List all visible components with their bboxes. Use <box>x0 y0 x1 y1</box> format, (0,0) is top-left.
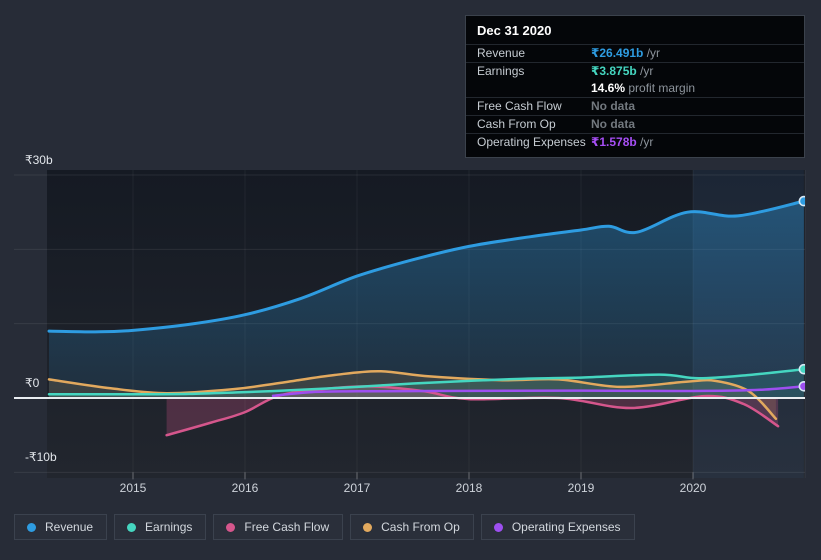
tooltip-margin-value: 14.6% <box>591 81 626 95</box>
tooltip-row-free-cash-flow: Free Cash Flow No data <box>466 97 804 115</box>
legend-item-earnings[interactable]: Earnings <box>114 514 207 540</box>
tooltip-label: Revenue <box>477 46 526 60</box>
y-axis-label-neg10b: -₹10b <box>25 450 57 464</box>
tooltip-row-operating-expenses: Operating Expenses ₹1.578b /yr <box>466 133 804 151</box>
tooltip-label: Operating Expenses <box>477 135 586 149</box>
tooltip-unit: /yr <box>636 64 654 78</box>
cash-from-op-dot-icon <box>363 522 373 532</box>
free-cash-flow-dot-icon <box>226 522 236 532</box>
x-axis-label-2020: 2020 <box>679 481 707 495</box>
tooltip-date: Dec 31 2020 <box>477 23 552 38</box>
chart-tooltip: Dec 31 2020 Revenue ₹26.491b /yr Earning… <box>465 15 805 158</box>
tooltip-unit: /yr <box>636 135 654 149</box>
tooltip-unit: /yr <box>643 46 661 60</box>
tooltip-row-earnings: Earnings ₹3.875b /yr <box>466 62 804 80</box>
x-axis-label-2016: 2016 <box>231 481 259 495</box>
legend-item-cash-from-op[interactable]: Cash From Op <box>350 514 474 540</box>
tooltip-cashop-value: No data <box>591 117 636 131</box>
tooltip-opex-value: ₹1.578b <box>591 135 637 149</box>
tooltip-row-cash-from-op: Cash From Op No data <box>466 115 804 133</box>
legend-label: Cash From Op <box>381 520 460 534</box>
tooltip-earnings-value: ₹3.875b <box>591 64 637 78</box>
chart-legend: Revenue Earnings Free Cash Flow Cash Fro… <box>14 514 635 540</box>
x-axis-label-2019: 2019 <box>567 481 595 495</box>
tooltip-label: Cash From Op <box>477 117 556 131</box>
y-axis-label-0: ₹0 <box>25 376 40 390</box>
legend-item-free-cash-flow[interactable]: Free Cash Flow <box>213 514 344 540</box>
tooltip-revenue-value: ₹26.491b <box>591 46 644 60</box>
tooltip-label: Earnings <box>477 64 525 78</box>
tooltip-row-revenue: Revenue ₹26.491b /yr <box>466 44 804 62</box>
earnings-dot-icon <box>127 522 137 532</box>
y-axis-label-30b: ₹30b <box>25 153 53 167</box>
x-axis-label-2018: 2018 <box>455 481 483 495</box>
revenue-dot-icon <box>27 522 36 532</box>
legend-label: Revenue <box>45 520 94 534</box>
x-axis-label-2015: 2015 <box>119 481 147 495</box>
operating-expenses-dot-icon <box>493 522 503 532</box>
legend-label: Operating Expenses <box>511 520 621 534</box>
legend-label: Free Cash Flow <box>244 520 330 534</box>
legend-item-revenue[interactable]: Revenue <box>14 514 108 540</box>
legend-label: Earnings <box>145 520 193 534</box>
legend-item-operating-expenses[interactable]: Operating Expenses <box>480 514 635 540</box>
x-axis-label-2017: 2017 <box>343 481 371 495</box>
tooltip-label: Free Cash Flow <box>477 99 562 113</box>
tooltip-fcf-value: No data <box>591 99 636 113</box>
tooltip-unit: profit margin <box>625 81 696 95</box>
tooltip-row-profit-margin: 14.6% profit margin <box>466 80 804 97</box>
